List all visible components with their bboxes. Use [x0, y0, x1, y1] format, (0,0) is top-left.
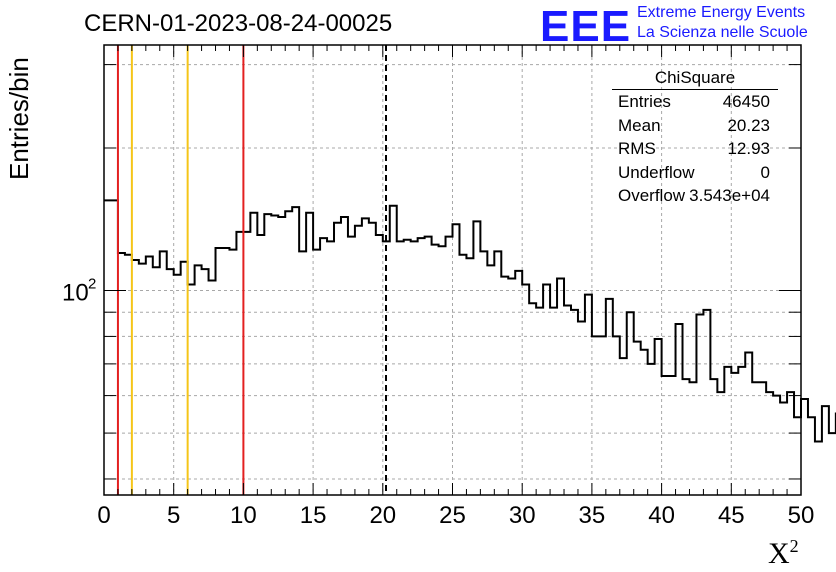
stats-box: ChiSquare Entries 46450 Mean 20.23 RMS 1… — [612, 68, 778, 210]
stats-value: 46450 — [722, 92, 770, 111]
stats-row-rms: RMS 12.93 — [612, 139, 778, 163]
y-tick-label-sup: 2 — [88, 276, 96, 293]
x-tick-label: 25 — [439, 502, 466, 529]
stats-key: Overflow — [618, 186, 686, 205]
stats-value: 0 — [760, 162, 770, 182]
stats-key: Mean — [618, 115, 661, 135]
stats-row-entries: Entries 46450 — [612, 92, 778, 116]
x-tick-label: 40 — [648, 502, 675, 529]
y-axis-label: Entries/bin — [4, 57, 34, 180]
x-axis-label-base: X — [768, 537, 790, 570]
page-title: CERN-01-2023-08-24-00025 — [84, 10, 393, 37]
x-axis-label: X2 — [768, 536, 799, 571]
x-tick-label: 45 — [718, 502, 745, 529]
x-tick-label: 30 — [509, 502, 536, 529]
stats-value: 3.543e+04 — [689, 186, 770, 205]
stats-title: ChiSquare — [612, 68, 778, 90]
x-tick-label: 15 — [300, 502, 327, 529]
logo-line-1: Extreme Energy Events — [637, 4, 806, 21]
stats-key: Entries — [618, 92, 671, 111]
x-tick-label: 5 — [167, 502, 180, 529]
x-tick-label: 20 — [369, 502, 396, 529]
stats-row-underflow: Underflow 0 — [612, 163, 778, 187]
x-tick-label: 0 — [97, 502, 110, 529]
x-tick-label: 10 — [230, 502, 257, 529]
stats-value: 20.23 — [727, 115, 770, 135]
x-axis-label-sup: 2 — [789, 536, 799, 556]
stats-key: Underflow — [618, 162, 695, 182]
stats-key: RMS — [618, 139, 656, 158]
stats-row-mean: Mean 20.23 — [612, 116, 778, 140]
y-tick-label: 10 — [62, 280, 89, 307]
logo-line-2: La Scienza nelle Scuole — [637, 24, 808, 41]
eee-logo: EEE — [540, 2, 632, 51]
stats-row-overflow: Overflow 3.543e+04 — [612, 186, 778, 210]
histogram-series — [104, 199, 836, 443]
x-tick-label: 35 — [579, 502, 606, 529]
x-tick-label: 50 — [788, 502, 815, 529]
stats-value: 12.93 — [727, 139, 770, 158]
